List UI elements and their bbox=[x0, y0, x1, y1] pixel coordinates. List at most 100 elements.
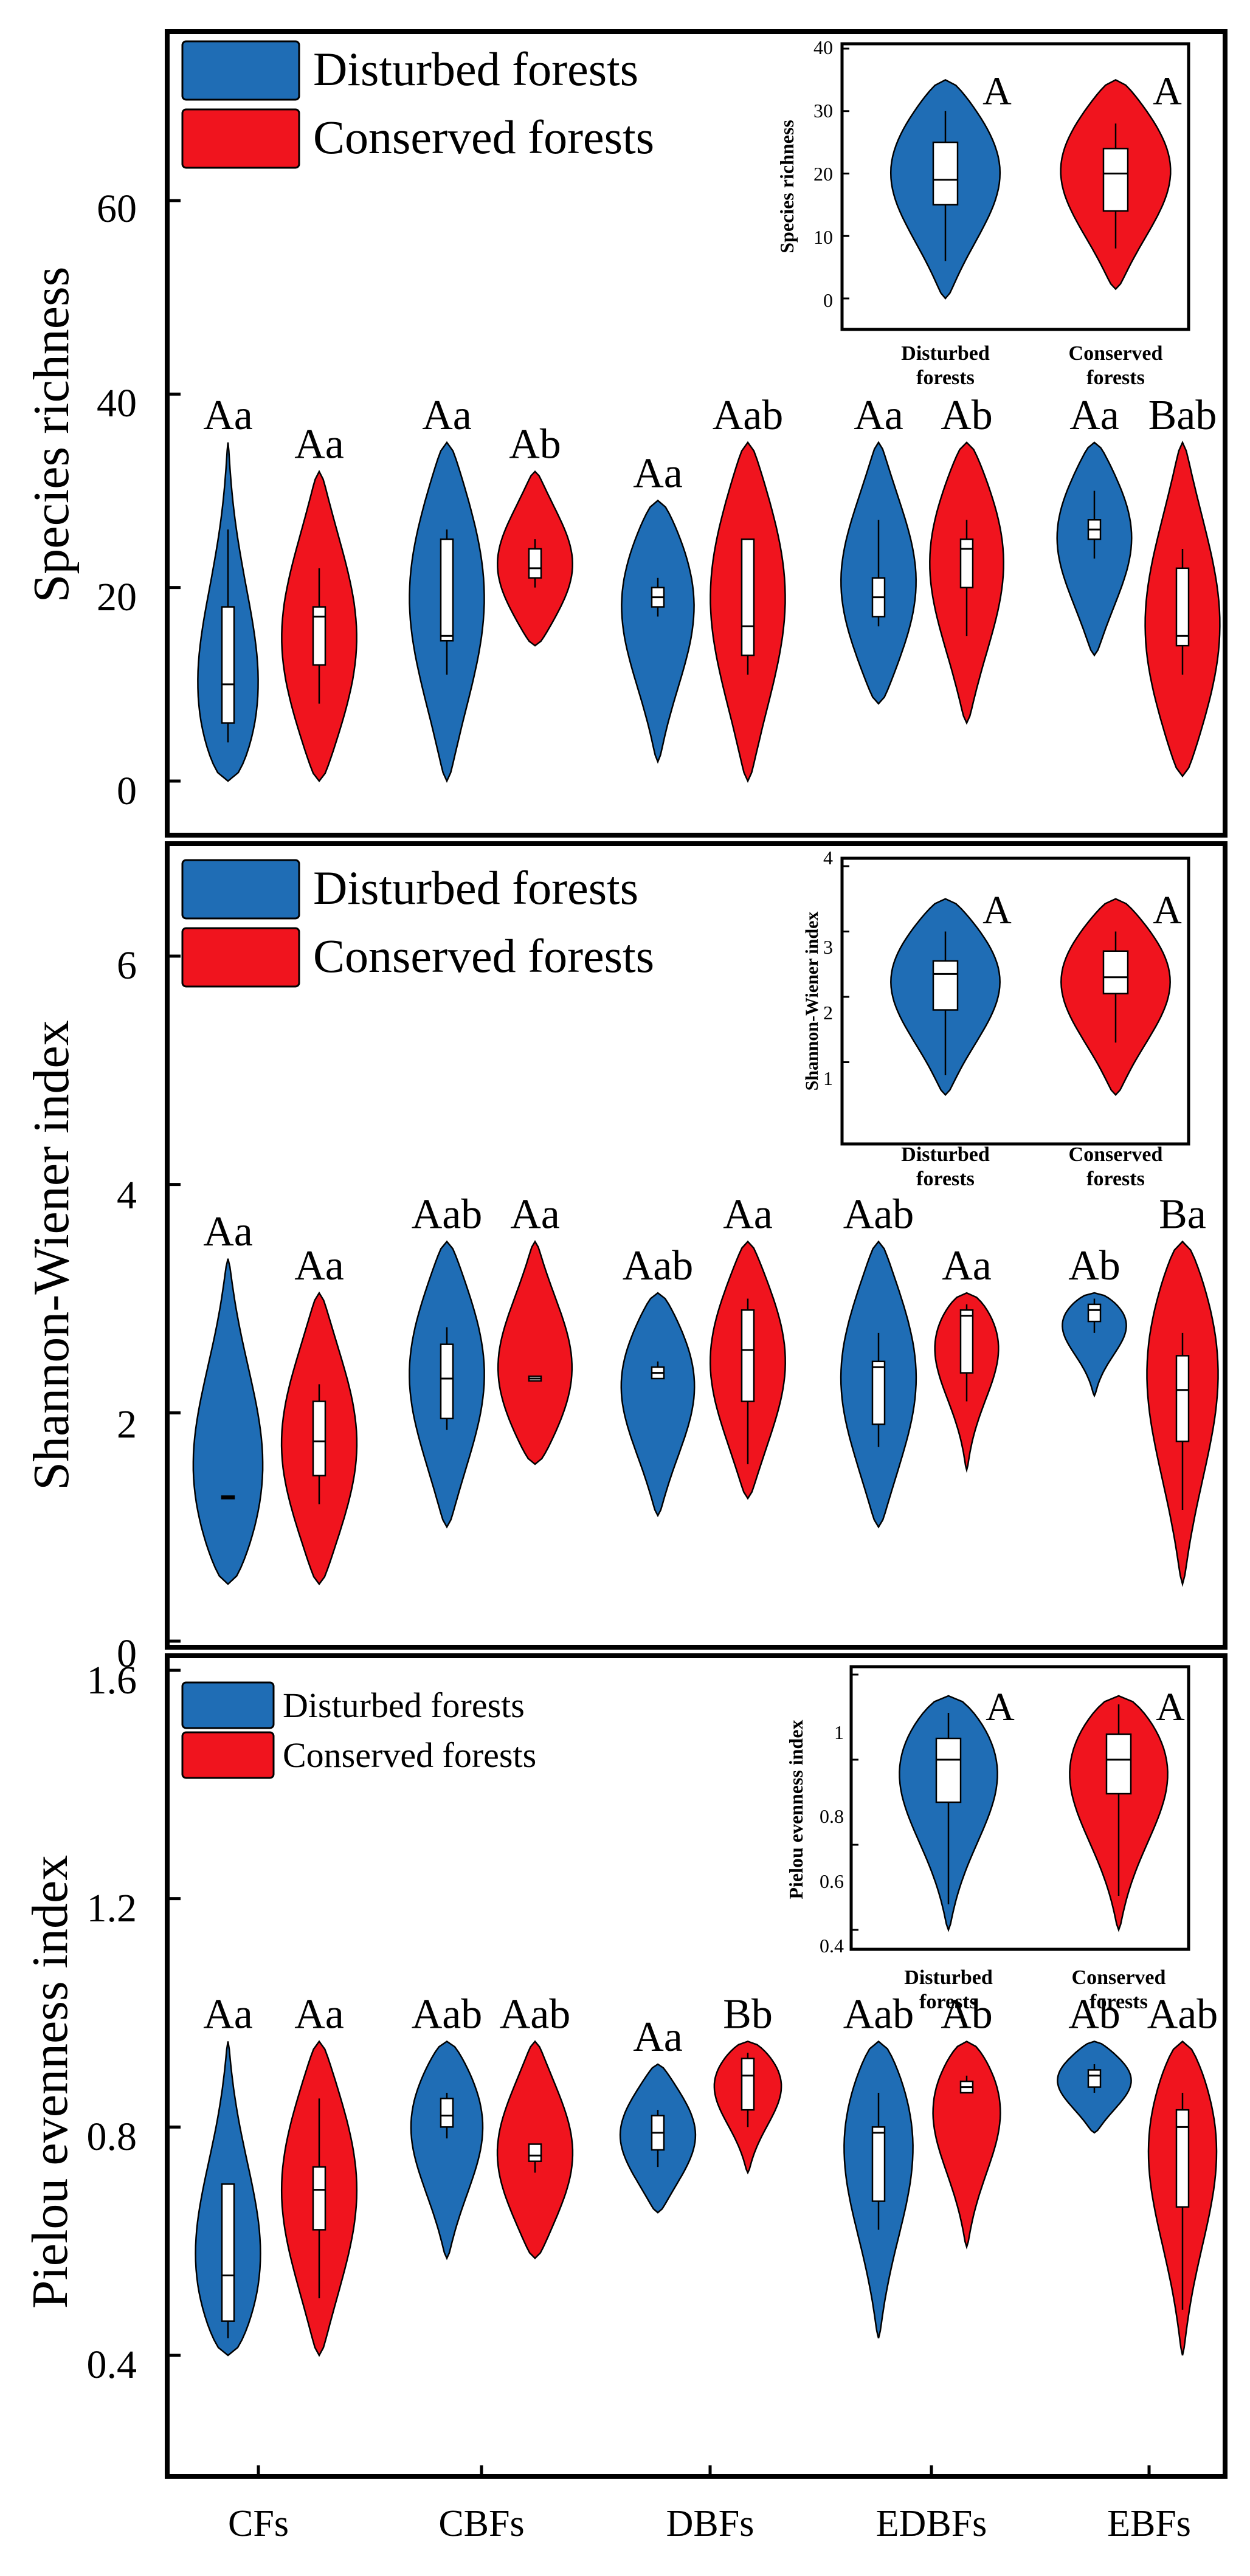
panel-3-disturbed-ebfs-significance-label: Ab bbox=[1068, 1991, 1121, 2037]
panel-1-conserved-dbfs-significance-label: Aab bbox=[713, 392, 784, 439]
panel-3-inset: Pielou evenness index 0.4 0.6 0.8 1 Dist… bbox=[785, 1665, 1190, 2013]
panel-1-disturbed-cbfs-box bbox=[440, 538, 454, 642]
panel-3-disturbed-dbfs-significance-label: Aa bbox=[633, 2014, 683, 2061]
panel-2-inset-x-label-disturbed: Disturbed bbox=[901, 1143, 990, 1166]
panel-2-inset-y-tick-0: 1 bbox=[823, 1067, 833, 1089]
legend-label-disturbed: Disturbed forests bbox=[283, 1686, 525, 1725]
panel-2-inset-conserved-box bbox=[1102, 950, 1129, 994]
panel-2-disturbed-ebfs-box bbox=[1087, 1303, 1102, 1323]
panel-1-conserved-edbfs-box bbox=[959, 538, 974, 588]
panel-2-y-axis-label: Shannon-Wiener index bbox=[23, 1020, 80, 1490]
panel-3-legend: Disturbed forests Conserved forests bbox=[181, 1681, 536, 1779]
panel-3-y-tick-0: 0.4 bbox=[87, 2343, 137, 2387]
panel-3-inset-y-tick-2: 0.8 bbox=[820, 1805, 844, 1827]
panel-3-disturbed-ebfs-box bbox=[1087, 2069, 1102, 2088]
legend-label-conserved: Conserved forests bbox=[283, 1735, 536, 1775]
panel-3-y-tick-1: 0.8 bbox=[87, 2115, 137, 2159]
panel-3-disturbed-cfs-significance-label: Aa bbox=[203, 1991, 253, 2037]
legend-swatch-disturbed bbox=[181, 859, 300, 920]
panel-3-conserved-dbfs-significance-label: Bb bbox=[723, 1991, 773, 2037]
panel-3-conserved-cfs-significance-label: Aa bbox=[294, 1991, 344, 2037]
x-tick-cfs: CFs bbox=[228, 2503, 289, 2544]
panel-2-inset-y-label: Shannon-Wiener index bbox=[802, 912, 822, 1091]
panel-3-inset-x-label-conserved: Conserved bbox=[1072, 1966, 1166, 1989]
panel-1-inset-y-tick-2: 20 bbox=[813, 163, 833, 185]
panel-3-disturbed-cbfs-box bbox=[440, 2098, 454, 2128]
panel-3-inset-x-label-conserved-2: forests bbox=[1089, 1991, 1148, 2013]
panel-3-disturbed-cbfs-significance-label: Aab bbox=[412, 1991, 483, 2037]
panel-3-disturbed-cfs-box bbox=[221, 2183, 235, 2322]
panel-3-inset-disturbed-significance-label: A bbox=[986, 1685, 1015, 1729]
panel-2-conserved-cfs-significance-label: Aa bbox=[294, 1242, 344, 1289]
panel-3-y-tick-2: 1.2 bbox=[87, 1886, 137, 1930]
panel-1-conserved-edbfs-significance-label: Ab bbox=[941, 392, 993, 439]
panel-3-inset-x-label-disturbed-2: forests bbox=[919, 1991, 978, 2013]
panel-3-frame bbox=[165, 1653, 1228, 2479]
panel-1-y-axis-label: Species richness bbox=[23, 267, 80, 603]
panel-1-legend: Disturbed forests Conserved forests bbox=[181, 40, 654, 169]
legend-label-disturbed: Disturbed forests bbox=[313, 43, 638, 95]
panel-2-conserved-cbfs-significance-label: Aa bbox=[510, 1191, 560, 1238]
panel-1-frame bbox=[165, 29, 1228, 838]
panel-2-frame bbox=[165, 841, 1228, 1650]
panel-1-conserved-cfs-significance-label: Aa bbox=[294, 421, 344, 468]
panel-3-disturbed-edbfs-box bbox=[871, 2126, 886, 2202]
x-tick-cbfs: CBFs bbox=[438, 2503, 524, 2544]
panel-3-inset-frame bbox=[849, 1665, 1190, 1951]
panel-2-conserved-cbfs-violin bbox=[497, 1240, 573, 1465]
panel-3-inset-y-tick-1: 0.6 bbox=[820, 1870, 844, 1892]
panel-1-inset-y-tick-3: 30 bbox=[813, 100, 833, 122]
panel-1-inset: Species richness 0 10 20 30 40 Disturbed… bbox=[776, 36, 1190, 389]
panel-3-inset-x-label-disturbed: Disturbed bbox=[904, 1966, 993, 1989]
panel-2-disturbed-cbfs-box bbox=[440, 1343, 454, 1419]
panel-2-inset-x-label-conserved-2: forests bbox=[1086, 1168, 1145, 1190]
panel-2-y-tick-0: 0 bbox=[117, 1631, 137, 1676]
panel-2-inset-y-tick-1: 2 bbox=[823, 1002, 833, 1024]
panel-3-inset-disturbed-box bbox=[935, 1737, 962, 1803]
panel-2-disturbed-dbfs-significance-label: Aab bbox=[623, 1242, 694, 1289]
panel-1-disturbed-ebfs-significance-label: Aa bbox=[1069, 392, 1119, 439]
panel-1-inset-x-label-disturbed: Disturbed bbox=[901, 342, 990, 365]
x-tick-edbfs: EDBFs bbox=[876, 2503, 987, 2544]
panel-2-y-tick-3: 6 bbox=[117, 943, 137, 988]
legend-label-conserved: Conserved forests bbox=[313, 111, 654, 164]
x-axis-labels: CFs CBFs DBFs EDBFs EBFs bbox=[228, 2503, 1191, 2544]
panel-2-y-tick-2: 4 bbox=[117, 1173, 137, 1217]
panel-3-inset-y-tick-3: 1 bbox=[834, 1721, 844, 1743]
panel-1-inset-disturbed-box bbox=[932, 141, 959, 206]
panel-1-inset-frame bbox=[840, 42, 1190, 331]
legend-swatch-conserved bbox=[181, 1731, 275, 1779]
panel-2-disturbed-dbfs-violin bbox=[620, 1292, 696, 1518]
legend-label-disturbed: Disturbed forests bbox=[313, 861, 638, 914]
panel-2-disturbed-cfs-violin bbox=[192, 1258, 264, 1585]
panel-2-conserved-ebfs-box bbox=[1175, 1355, 1190, 1442]
legend-swatch-conserved bbox=[181, 927, 300, 988]
panel-2-legend: Disturbed forests Conserved forests bbox=[181, 859, 654, 988]
panel-3-disturbed-cbfs-violin bbox=[410, 2040, 484, 2261]
panel-3-inset-conserved-significance-label: A bbox=[1156, 1685, 1185, 1729]
panel-2-conserved-edbfs-box bbox=[959, 1309, 974, 1374]
panel-3-conserved-cbfs-significance-label: Aab bbox=[500, 1991, 571, 2037]
legend-swatch-disturbed bbox=[181, 40, 300, 101]
panel-1-inset-y-tick-4: 40 bbox=[813, 36, 833, 58]
panel-1-disturbed-cbfs-significance-label: Aa bbox=[422, 392, 472, 439]
panel-1-conserved-dbfs-box bbox=[741, 538, 755, 656]
panel-3-conserved-edbfs-significance-label: Ab bbox=[941, 1991, 993, 2037]
panel-2-inset-x-label-disturbed-2: forests bbox=[916, 1168, 975, 1190]
legend-swatch-conserved bbox=[181, 108, 300, 169]
panel-2-inset: Shannon-Wiener index 1 2 3 4 Disturbed f… bbox=[802, 847, 1190, 1190]
panel-2-inset-frame bbox=[840, 856, 1190, 1146]
panel-3-y-axis-label: Pielou evenness index bbox=[22, 1855, 78, 2309]
x-tick-dbfs: DBFs bbox=[666, 2503, 754, 2544]
panel-2-inset-y-tick-3: 4 bbox=[823, 847, 833, 869]
panel-1-conserved-cbfs-box bbox=[528, 548, 542, 579]
panel-2-conserved-ebfs-significance-label: Ba bbox=[1159, 1191, 1206, 1238]
panel-1-conserved-cfs-box bbox=[312, 606, 326, 666]
panel-1-inset-y-tick-1: 10 bbox=[813, 226, 833, 248]
panel-1-inset-conserved-significance-label: A bbox=[1153, 69, 1182, 113]
panel-2-inset-disturbed-significance-label: A bbox=[982, 888, 1012, 932]
panel-2-disturbed-edbfs-box bbox=[871, 1360, 886, 1425]
panel-2-disturbed-cfs-significance-label: Aa bbox=[203, 1208, 253, 1255]
panel-1-conserved-cbfs-significance-label: Ab bbox=[509, 421, 561, 468]
panel-3-inset-y-label: Pielou evenness index bbox=[785, 1720, 807, 1899]
